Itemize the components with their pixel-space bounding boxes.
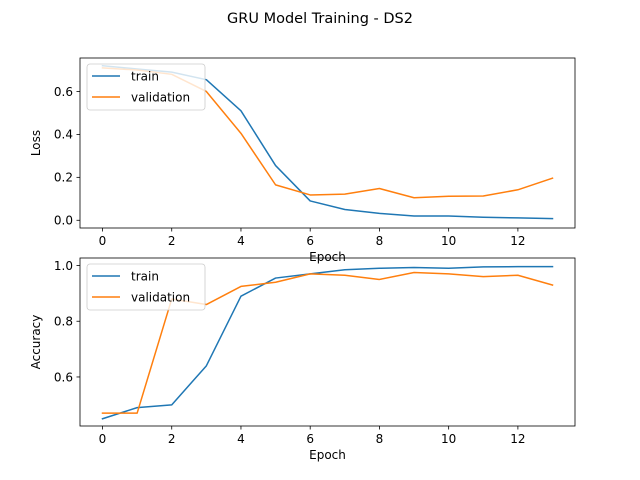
y-tick-label: 0.2 xyxy=(54,171,73,185)
y-tick-label: 0.6 xyxy=(54,85,73,99)
legend-label-validation: validation xyxy=(131,290,190,304)
y-tick-label: 0.4 xyxy=(54,128,73,142)
x-tick-label: 10 xyxy=(441,432,456,446)
y-tick-label: 0.6 xyxy=(54,370,73,384)
x-tick-label: 6 xyxy=(306,234,314,248)
chart-loss: 0 2 4 6 8 10 12 0.0 0.2 0.4 0.6 Epoch Loss train valid… xyxy=(29,57,576,264)
legend-label-train: train xyxy=(131,69,159,83)
x-tick-label: 12 xyxy=(510,234,525,248)
x-axis-label: Epoch xyxy=(309,250,346,264)
chart-accuracy: 0 2 4 6 8 10 12 0.6 0.8 1.0 Epoch Accuracy train vali… xyxy=(29,257,576,462)
x-tick-label: 0 xyxy=(99,432,107,446)
legend: train validation xyxy=(86,263,206,311)
y-axis-label: Accuracy xyxy=(29,315,43,370)
axes-frame xyxy=(79,57,576,229)
y-tick-label: 1.0 xyxy=(54,259,73,273)
x-tick-label: 12 xyxy=(510,432,525,446)
x-tick-label: 10 xyxy=(441,234,456,248)
legend: train validation xyxy=(86,63,206,111)
chart-panels: 0 2 4 6 8 10 12 0.0 0.2 0.4 0.6 Epoch Loss train valid… xyxy=(29,57,576,462)
x-tick-label: 4 xyxy=(237,432,245,446)
series-line-train xyxy=(101,265,554,420)
x-axis-label: Epoch xyxy=(309,448,346,462)
x-tick-label: 8 xyxy=(376,234,384,248)
y-axis-label: Loss xyxy=(29,130,43,156)
legend-label-train: train xyxy=(131,269,159,283)
x-tick-label: 2 xyxy=(168,432,176,446)
axes-frame xyxy=(79,257,576,427)
x-tick-label: 8 xyxy=(376,432,384,446)
y-tick-label: 0.0 xyxy=(54,214,73,228)
legend-label-validation: validation xyxy=(131,90,190,104)
x-tick-label: 0 xyxy=(99,234,107,248)
figure-title: GRU Model Training - DS2 xyxy=(227,11,413,27)
x-tick-label: 2 xyxy=(168,234,176,248)
x-tick-label: 4 xyxy=(237,234,245,248)
y-tick-label: 0.8 xyxy=(54,315,73,329)
x-tick-label: 6 xyxy=(306,432,314,446)
